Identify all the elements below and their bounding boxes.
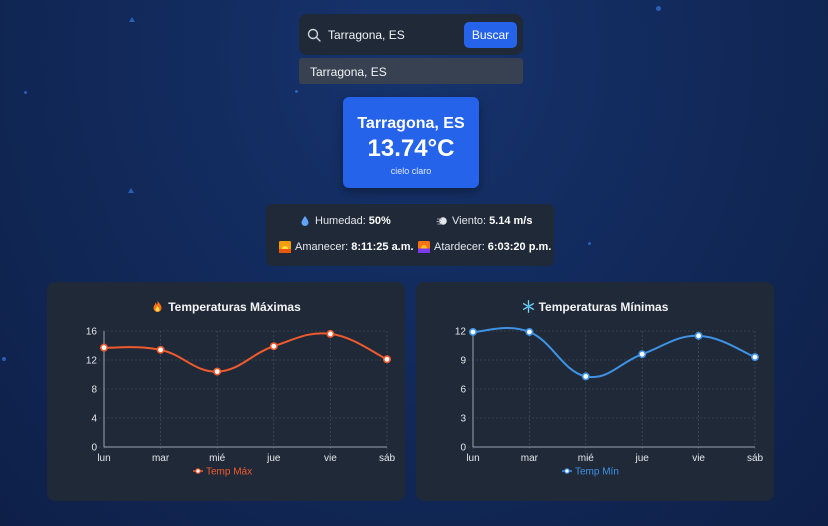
x-tick-label: jue [635,453,650,464]
bg-dot [295,90,298,93]
humidity-label: Humedad: [315,215,366,227]
y-tick-label: 4 [91,414,97,425]
x-tick-label: sáb [379,453,396,464]
humidity-detail: Humedad: 50% [299,215,391,227]
x-tick-label: mié [209,453,226,464]
data-point[interactable] [638,350,647,359]
sunset-detail: Atardecer: 6:03:20 p.m. [418,241,551,253]
search-button[interactable]: Buscar [464,21,517,48]
y-tick-label: 12 [86,356,98,367]
search-input[interactable] [328,27,464,42]
y-tick-label: 3 [460,414,466,425]
y-tick-label: 16 [86,327,98,338]
sunrise-icon [279,241,291,253]
y-tick-label: 0 [460,443,466,454]
current-weather-card: Tarragona, ES 13.74°C cielo claro [343,97,479,188]
legend-swatch-point [564,468,570,474]
sunset-label: Atardecer: [434,241,485,253]
wind-icon [436,217,447,225]
sunset-value: 6:03:20 p.m. [487,241,552,253]
wind-label: Viento: [452,215,487,227]
bg-triangle [129,17,135,22]
snowflake-icon [522,300,534,313]
bg-dot [2,357,6,361]
data-point[interactable] [694,331,703,340]
max-temp-chart-title: Temperaturas Máximas [47,300,405,314]
data-point[interactable] [581,372,590,381]
series-line [472,327,756,379]
wind-value: 5.14 m/s [489,215,533,227]
y-tick-label: 9 [460,356,466,367]
max-temp-chart-card: Temperaturas Máximas 0 4 8 12 16 lun mar mié jue… [47,282,405,501]
x-tick-label: lun [466,453,479,464]
series-line [103,332,388,373]
x-tick-label: sáb [747,453,764,464]
y-tick-label: 8 [91,385,97,396]
x-tick-label: lun [97,453,110,464]
sunrise-detail: Amanecer: 8:11:25 a.m. [279,241,414,253]
max-temp-line-chart: 0 4 8 12 16 lun mar mié jue vie sáb Temp Máx [86,327,396,478]
min-temp-chart-card: Temperaturas Mínimas 0 3 6 9 12 lun mar mié jue v… [416,282,774,501]
max-chart-title-text: Temperaturas Máximas [168,300,301,314]
y-tick-label: 0 [91,443,97,454]
data-point[interactable] [468,327,477,336]
bg-triangle [128,188,134,193]
min-temp-line-chart: 0 3 6 9 12 lun mar mié jue vie sáb Temp Mín [455,327,764,478]
x-tick-label: jue [266,453,281,464]
sunrise-value: 8:11:25 a.m. [351,241,414,253]
x-tick-label: mar [521,453,539,464]
data-point[interactable] [326,329,335,338]
bg-dot [24,91,27,94]
x-tick-label: vie [324,453,337,464]
sunrise-label: Amanecer: [295,241,349,253]
bg-dot [656,6,661,11]
data-point[interactable] [382,355,391,364]
min-temp-chart-title: Temperaturas Mínimas [416,300,774,314]
search-suggestion[interactable]: Tarragona, ES [299,58,523,84]
data-point[interactable] [99,343,108,352]
min-chart-title-text: Temperaturas Mínimas [538,300,669,314]
search-icon [307,28,321,42]
fire-icon [153,300,162,312]
x-tick-label: vie [692,453,705,464]
wind-detail: Viento: 5.14 m/s [436,215,532,227]
x-tick-label: mar [152,453,170,464]
data-point[interactable] [750,353,759,362]
current-temperature: 13.74°C [367,135,455,162]
city-name: Tarragona, ES [357,115,465,132]
humidity-value: 50% [368,215,391,227]
search-bar: Buscar [299,14,523,55]
data-point[interactable] [269,342,278,351]
data-point[interactable] [525,327,534,336]
legend-swatch-point [195,468,201,474]
droplet-icon [301,216,309,226]
data-point[interactable] [213,367,222,376]
weather-details: Humedad: 50% Viento: 5.14 m/s Amanecer: … [266,204,554,266]
weather-description: cielo claro [390,166,432,176]
y-tick-label: 6 [460,385,466,396]
x-tick-label: mié [578,453,595,464]
legend-label[interactable]: Temp Mín [575,467,619,478]
data-point[interactable] [156,345,165,354]
legend-label[interactable]: Temp Máx [206,467,252,478]
y-tick-label: 12 [455,327,467,338]
sunset-icon [418,241,430,253]
bg-dot [588,242,591,245]
